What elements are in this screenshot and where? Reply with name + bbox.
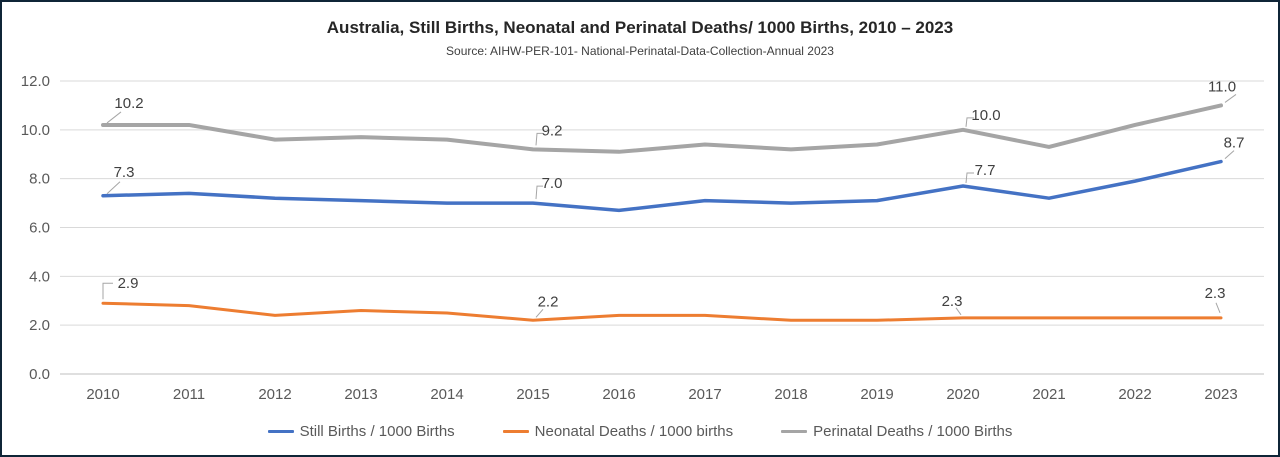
legend-swatch-neonatal-deaths xyxy=(502,429,529,433)
data-label-still-births: 7.7 xyxy=(975,162,996,179)
data-label-leader-still-births xyxy=(106,181,121,195)
legend-item-perinatal-deaths: Perinatal Deaths / 1000 Births xyxy=(781,423,1012,440)
data-label-leader-perinatal-deaths xyxy=(1224,94,1237,103)
x-axis-tick-label: 2011 xyxy=(173,386,205,403)
series-line-perinatal-deaths xyxy=(101,103,1223,154)
x-axis-tick-label: 2012 xyxy=(258,386,291,403)
y-axis-tick-label: 10.0 xyxy=(21,122,50,139)
data-label-leader-neonatal-deaths xyxy=(535,308,544,318)
legend-label-perinatal-deaths: Perinatal Deaths / 1000 Births xyxy=(813,422,1013,440)
chart-title: Australia, Still Births, Neonatal and Pe… xyxy=(326,18,954,37)
data-label-leader-still-births xyxy=(535,185,543,200)
data-label-neonatal-deaths: 2.3 xyxy=(1205,285,1226,302)
y-axis-tick-label: 2.0 xyxy=(29,317,50,334)
y-axis-tick-label: 6.0 xyxy=(29,220,50,237)
series-line-neonatal-deaths xyxy=(101,301,1223,322)
legend-item-neonatal-deaths: Neonatal Deaths / 1000 births xyxy=(502,422,734,440)
data-label-leader-perinatal-deaths xyxy=(106,111,122,124)
y-axis-tick-label: 12.0 xyxy=(21,73,50,90)
legend-label-still-births: Still Births / 1000 Births xyxy=(299,422,455,440)
legend-swatch-still-births xyxy=(267,429,294,433)
x-axis-tick-label: 2021 xyxy=(1032,386,1065,403)
x-axis-tick-label: 2014 xyxy=(430,386,463,403)
x-axis-tick-label: 2023 xyxy=(1204,386,1237,403)
y-axis-tick-label: 0.0 xyxy=(29,366,50,383)
data-label-perinatal-deaths: 10.0 xyxy=(971,107,1000,124)
x-axis-tick-label: 2018 xyxy=(774,386,807,403)
data-label-perinatal-deaths: 9.2 xyxy=(542,122,563,139)
legend-swatch-perinatal-deaths xyxy=(781,429,808,433)
chart-subtitle: Source: AIHW-PER-101- National-Perinatal… xyxy=(446,44,834,58)
x-axis-tick-label: 2016 xyxy=(602,386,635,403)
x-axis-tick-label: 2017 xyxy=(688,386,721,403)
data-label-leader-perinatal-deaths xyxy=(965,117,974,127)
x-axis-tick-label: 2010 xyxy=(86,386,119,403)
data-label-neonatal-deaths: 2.3 xyxy=(942,293,963,310)
data-label-leader-still-births xyxy=(965,172,974,184)
x-axis-tick-label: 2013 xyxy=(344,386,377,403)
data-label-leader-neonatal-deaths xyxy=(1215,302,1221,314)
y-axis-tick-label: 8.0 xyxy=(29,171,50,188)
data-label-perinatal-deaths: 10.2 xyxy=(114,95,143,112)
x-axis-tick-label: 2015 xyxy=(516,386,549,403)
x-axis-tick-label: 2020 xyxy=(946,386,979,403)
data-label-neonatal-deaths: 2.2 xyxy=(538,293,559,310)
legend: Still Births / 1000 Births Neonatal Deat… xyxy=(2,416,1278,446)
data-label-still-births: 7.3 xyxy=(114,164,135,181)
data-label-perinatal-deaths: 11.0 xyxy=(1208,78,1236,95)
series-line-still-births xyxy=(101,159,1223,213)
data-label-still-births: 8.7 xyxy=(1224,135,1245,152)
data-label-leader-neonatal-deaths xyxy=(102,282,113,300)
data-label-neonatal-deaths: 2.9 xyxy=(118,275,139,292)
legend-item-still-births: Still Births / 1000 Births xyxy=(267,422,455,440)
legend-label-neonatal-deaths: Neonatal Deaths / 1000 births xyxy=(534,422,734,440)
data-label-leader-neonatal-deaths xyxy=(955,307,962,316)
data-label-leader-perinatal-deaths xyxy=(535,132,543,146)
data-label-leader-still-births xyxy=(1224,150,1235,159)
y-axis-tick-label: 4.0 xyxy=(29,268,50,285)
data-label-still-births: 7.0 xyxy=(542,175,563,192)
x-axis-tick-label: 2022 xyxy=(1118,386,1151,403)
x-axis-tick-label: 2019 xyxy=(860,386,893,403)
